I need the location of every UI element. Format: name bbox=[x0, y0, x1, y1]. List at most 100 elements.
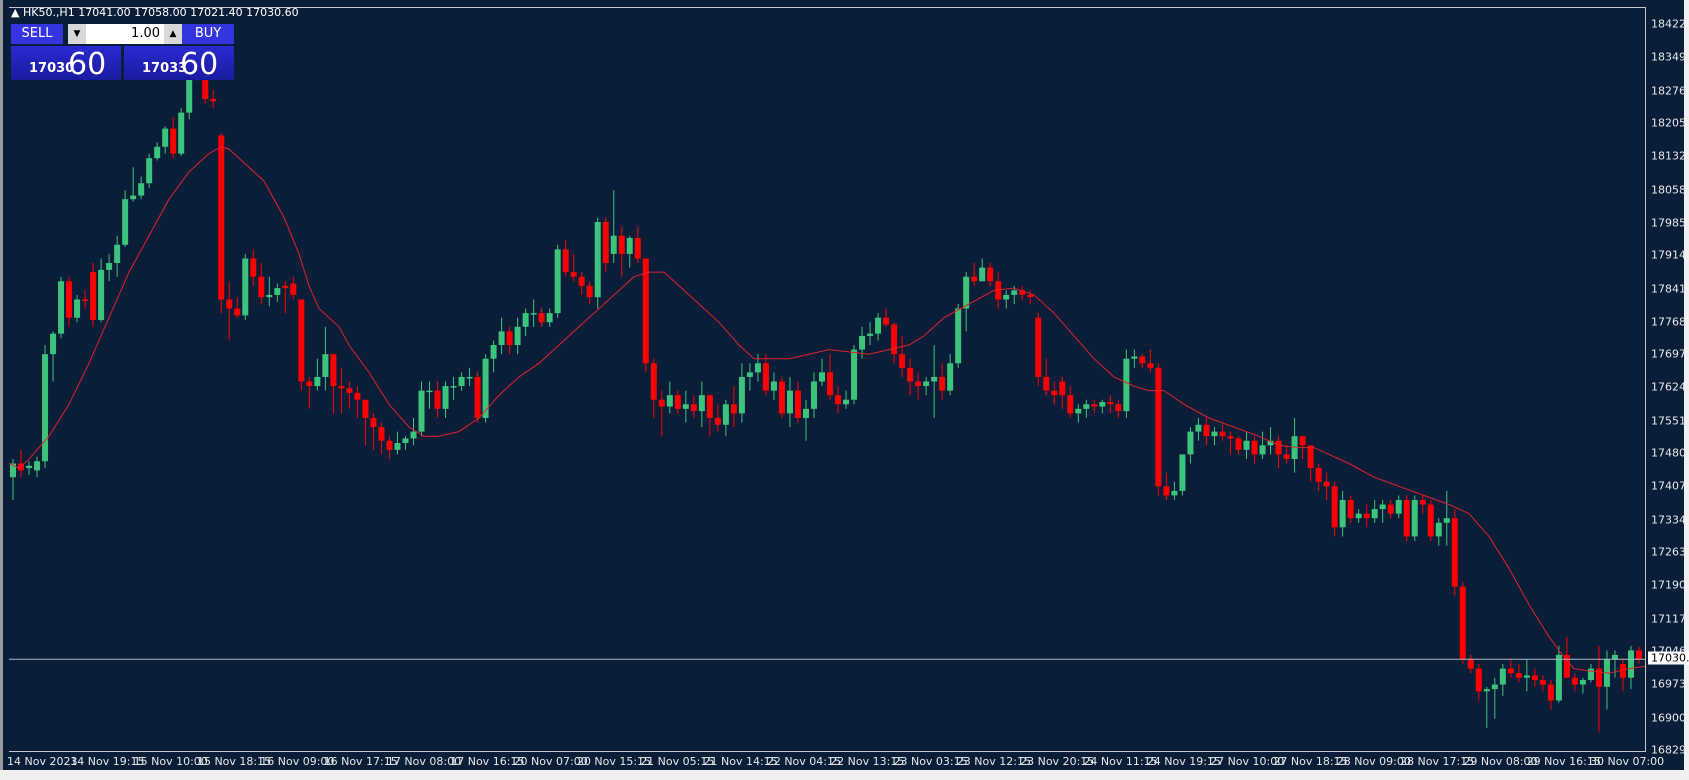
candle-body bbox=[218, 135, 225, 300]
lot-decrease-icon[interactable]: ▼ bbox=[68, 24, 86, 44]
candle-body bbox=[458, 376, 465, 387]
candle-body bbox=[1443, 518, 1450, 523]
candle-body bbox=[1427, 504, 1434, 537]
candle-body bbox=[1283, 454, 1290, 459]
candle-body bbox=[1091, 404, 1098, 407]
candle-body bbox=[170, 128, 177, 154]
candle-body bbox=[1419, 499, 1426, 505]
buy-button[interactable]: BUY bbox=[182, 24, 234, 44]
candle-body bbox=[1027, 294, 1034, 298]
lot-increase-icon[interactable]: ▲ bbox=[164, 24, 182, 44]
candle-body bbox=[666, 395, 673, 407]
sell-price-pips: 60 bbox=[68, 47, 107, 82]
candle-body bbox=[1387, 504, 1394, 514]
candle-body bbox=[1067, 395, 1074, 414]
candle-body bbox=[178, 112, 185, 154]
candle-body bbox=[915, 381, 922, 387]
candle-body bbox=[386, 440, 393, 450]
candle-body bbox=[10, 463, 16, 478]
candle-body bbox=[658, 399, 665, 407]
candle-body bbox=[554, 249, 561, 314]
candle-body bbox=[875, 317, 882, 334]
candle-body bbox=[1323, 481, 1330, 487]
candle-body bbox=[186, 71, 193, 113]
candle-body bbox=[851, 349, 858, 400]
candle-body bbox=[26, 465, 33, 469]
candle-body bbox=[538, 313, 545, 323]
candle-body bbox=[1251, 440, 1258, 455]
candle-body bbox=[1539, 679, 1546, 685]
price-tick-label: 18276.10 bbox=[1651, 84, 1689, 98]
candle-body bbox=[1011, 290, 1018, 295]
candle-body bbox=[1171, 490, 1178, 496]
candle-body bbox=[810, 381, 817, 409]
candle-body bbox=[418, 390, 425, 432]
candle-body bbox=[1107, 402, 1114, 405]
candle-body bbox=[530, 313, 537, 315]
candle-body bbox=[594, 221, 601, 298]
time-tick-label: 24 Nov 19:15 bbox=[1146, 755, 1221, 768]
chart-plot-area[interactable] bbox=[9, 7, 1646, 752]
candle-body bbox=[498, 331, 505, 346]
symbol-header: ▲ HK50.,H1 17041.00 17058.00 17021.40 17… bbox=[11, 6, 299, 19]
candle-body bbox=[979, 267, 986, 282]
price-tick-label: 18058.95 bbox=[1651, 183, 1689, 197]
price-tick-label: 17334.40 bbox=[1651, 513, 1689, 527]
candle-body bbox=[786, 390, 793, 414]
candle-body bbox=[546, 313, 553, 323]
candle-body bbox=[867, 333, 874, 336]
candle-body bbox=[1035, 317, 1042, 377]
price-tick-label: 17551.55 bbox=[1651, 414, 1689, 428]
time-tick-label: 28 Nov 09:00 bbox=[1336, 755, 1411, 768]
time-tick-label: 14 Nov 19:15 bbox=[70, 755, 145, 768]
candle-body bbox=[314, 376, 321, 387]
sell-price-main: 17030 bbox=[29, 61, 75, 76]
candle-body bbox=[1363, 513, 1370, 519]
candle-body bbox=[706, 395, 713, 418]
candle-body bbox=[891, 324, 898, 355]
candle-body bbox=[410, 431, 417, 439]
sell-price-button[interactable]: 17030 60 bbox=[11, 46, 121, 82]
time-tick-label: 17 Nov 08:00 bbox=[386, 755, 462, 768]
candle-body bbox=[1003, 294, 1010, 300]
candle-body bbox=[1587, 668, 1594, 680]
candle-body bbox=[474, 376, 481, 418]
price-tick-label: 18205.15 bbox=[1651, 116, 1689, 130]
candle-body bbox=[466, 376, 473, 379]
buy-price-button[interactable]: 17033 60 bbox=[124, 46, 234, 82]
candle-body bbox=[226, 299, 233, 309]
candle-body bbox=[1515, 673, 1522, 678]
candle-body bbox=[322, 354, 329, 377]
candle-body bbox=[514, 326, 521, 346]
candle-body bbox=[843, 399, 850, 405]
candle-body bbox=[1507, 668, 1514, 674]
time-tick-label: 20 Nov 07:00 bbox=[513, 755, 588, 768]
candle-body bbox=[282, 285, 289, 289]
candle-body bbox=[378, 427, 385, 441]
candle-body bbox=[1395, 499, 1402, 514]
candle-body bbox=[1315, 468, 1322, 482]
price-tick-label: 17263.45 bbox=[1651, 545, 1689, 559]
current-price-label: 17030.60 bbox=[1648, 651, 1689, 665]
candle-body bbox=[42, 354, 49, 462]
candle-body bbox=[434, 390, 441, 409]
candle-body bbox=[1459, 586, 1466, 660]
candle-body bbox=[971, 276, 978, 282]
candle-body bbox=[394, 443, 401, 450]
price-tick-label: 17624.65 bbox=[1651, 380, 1689, 394]
lot-size-input[interactable]: 1.00 bbox=[86, 24, 164, 44]
candle-body bbox=[955, 308, 962, 364]
time-tick-label: 15 Nov 18:15 bbox=[196, 755, 272, 768]
candle-body bbox=[730, 404, 737, 414]
time-tick-label: 22 Nov 13:15 bbox=[830, 755, 905, 768]
price-tick-label: 17480.60 bbox=[1651, 446, 1689, 460]
candle-body bbox=[290, 283, 297, 295]
candle-body bbox=[1019, 290, 1026, 295]
price-tick-label: 17985.85 bbox=[1651, 216, 1689, 230]
time-tick-label: 27 Nov 10:00 bbox=[1210, 755, 1285, 768]
candle-body bbox=[482, 358, 489, 418]
candle-body bbox=[602, 221, 609, 264]
sell-button[interactable]: SELL bbox=[11, 24, 63, 44]
candle-body bbox=[674, 395, 681, 409]
candle-body bbox=[578, 276, 585, 286]
